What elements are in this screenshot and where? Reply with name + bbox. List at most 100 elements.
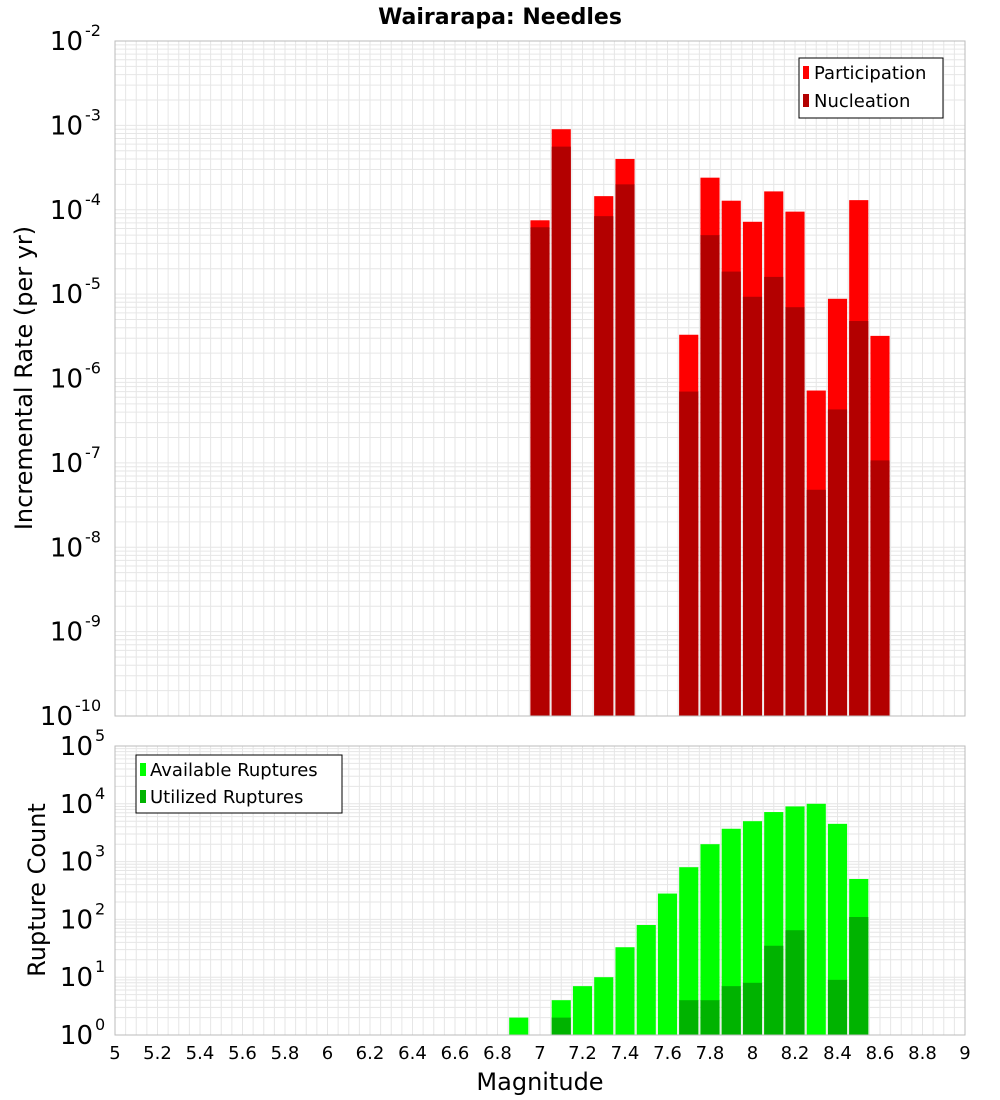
available-bar [572,986,593,1035]
utilized-bar [827,979,848,1035]
count-y-tick-label: 10 [60,790,93,820]
rate-y-tick-label: 10 [40,702,73,732]
rate-y-tick-label: 10 [50,196,83,226]
available-bar [657,893,678,1035]
utilized-bar [721,986,741,1035]
nucleation-bar [827,409,848,716]
count-y-tick-exponent: 3 [95,842,105,861]
utilized-bar [849,917,869,1035]
nucleation-bar [785,307,805,716]
rate-y-tick-label: 10 [50,449,83,479]
utilized-legend-swatch [140,790,146,803]
rate-y-tick-exponent: -8 [85,527,101,546]
participation-legend-label: Participation [814,63,926,84]
x-tick-label: 8.4 [823,1043,852,1064]
x-tick-label: 5 [109,1043,120,1064]
x-tick-label: 6.2 [356,1043,385,1064]
rate-bars [530,129,890,717]
x-tick-label: 6.8 [483,1043,512,1064]
count-y-tick-exponent: 4 [95,784,105,803]
rate-y-tick-label: 10 [50,618,83,648]
nucleation-bar [594,216,614,717]
rate-y-tick-label: 10 [50,365,83,395]
count-y-tick-label: 10 [60,963,93,993]
nucleation-bar [530,227,550,716]
count-legend-box [135,754,343,814]
available-bar [721,828,741,1035]
x-tick-label: 7.4 [611,1043,640,1064]
nucleation-bar [700,235,720,716]
utilized-bar [679,1000,699,1035]
available-bar [509,1017,529,1035]
nucleation-bar [551,146,571,716]
x-tick-label: 8.2 [781,1043,810,1064]
nucleation-bar [742,296,763,716]
x-tick-label: 8.6 [866,1043,895,1064]
utilized-bar [785,930,805,1035]
nucleation-bar [721,271,741,716]
available-bar [679,867,699,1035]
utilized-bar [764,945,784,1035]
nucleation-legend-swatch [803,94,809,107]
nucleation-bar [849,321,869,716]
rate-plot-frame [114,40,966,717]
x-tick-label: 5.8 [271,1043,300,1064]
x-tick-label: 5.2 [143,1043,172,1064]
count-y-tick-exponent: 2 [95,899,105,918]
available-bar [700,844,720,1035]
x-tick-label: 5.4 [186,1043,215,1064]
count-y-tick-label: 10 [60,732,93,762]
x-tick-label: 9 [959,1043,970,1064]
nucleation-legend-label: Nucleation [814,91,910,112]
rate-y-tick-label: 10 [50,280,83,310]
x-tick-label: 7 [534,1043,545,1064]
available-bar [636,925,656,1035]
rate-y-tick-exponent: -7 [85,443,101,462]
available-bar [806,803,826,1035]
utilized-legend-label: Utilized Ruptures [150,787,303,808]
chart-title: Wairarapa: Needles [378,5,622,30]
rate-y-tick-label: 10 [50,111,83,141]
utilized-bar [551,1017,571,1035]
nucleation-bar [870,460,890,716]
x-tick-label: 6.4 [398,1043,427,1064]
x-tick-labels: 5 5.2 5.4 5.6 5.8 6 6.2 6.4 6.6 6.8 7 7.2 7.4 7.6 7.8 8… [109,1043,970,1064]
utilized-bar [742,982,763,1035]
rate-y-tick-label: 10 [50,533,83,563]
rate-y-tick-exponent: -2 [85,21,101,40]
available-bar [615,947,635,1035]
count-legend: Available Ruptures Utilized Ruptures [135,754,343,814]
count-y-tick-exponent: 1 [95,957,105,976]
rate-y-tick-label: 10 [50,27,83,57]
count-y-tick-exponent: 0 [95,1015,105,1034]
rate-y-tick-exponent: -4 [85,190,101,209]
count-y-axis-label: Rupture Count [23,803,51,977]
count-y-tick-label: 10 [60,905,93,935]
nucleation-bar [764,276,784,716]
count-y-tick-label: 10 [60,848,93,878]
nucleation-bar [806,489,826,716]
rate-y-tick-exponent: -10 [75,696,101,715]
rate-legend-box [798,57,944,119]
rate-y-tick-exponent: -6 [85,359,101,378]
rate-legend: Participation Nucleation [798,57,944,119]
count-y-tick-exponent: 5 [95,726,105,745]
count-plot-frame [114,745,966,1036]
rate-y-tick-exponent: -5 [85,274,101,293]
count-y-tick-label: 10 [60,1021,93,1051]
participation-legend-swatch [803,66,809,79]
utilized-bar [700,1000,720,1035]
x-tick-label: 6.6 [441,1043,470,1064]
available-legend-swatch [140,763,146,776]
rate-y-tick-exponent: -3 [85,105,101,124]
x-tick-label: 5.6 [228,1043,257,1064]
x-axis-label: Magnitude [476,1068,603,1096]
x-tick-label: 6 [322,1043,333,1064]
x-tick-label: 8.8 [908,1043,937,1064]
available-bar [742,821,763,1035]
available-bar [594,977,614,1035]
